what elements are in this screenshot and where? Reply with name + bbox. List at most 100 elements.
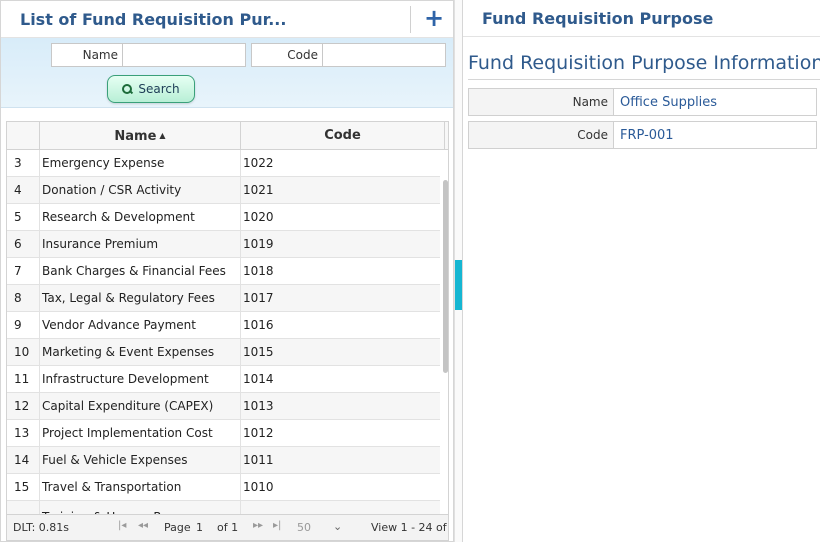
row-code-cell: 1013 [241,393,440,419]
page-of-label: of 1 [217,521,238,534]
table-row[interactable]: 10 Marketing & Event Expenses 1015 [7,339,440,366]
row-name-cell: Vendor Advance Payment [40,312,241,338]
row-number: 8 [7,285,40,311]
name-search-input[interactable] [122,43,246,67]
grid-pager: DLT: 0.81s |◂ ◂◂ Page of 1 ▸▸ ▸| 50 ⌄ Vi… [6,515,449,541]
table-row[interactable]: 8 Tax, Legal & Regulatory Fees 1017 [7,285,440,312]
row-code-cell: 1019 [241,231,440,257]
row-name-cell: Marketing & Event Expenses [40,339,241,365]
row-name-cell: Travel & Transportation [40,474,241,500]
grid-header: Name ▲ Code [7,122,448,150]
row-number [7,501,40,515]
detail-header: Fund Requisition Purpose [463,0,820,37]
row-number: 7 [7,258,40,284]
search-icon [122,84,133,95]
row-name-cell: Project Implementation Cost [40,420,241,446]
row-code-cell: 1016 [241,312,440,338]
next-page-icon[interactable]: ▸▸ [253,520,263,531]
detail-name-label: Name [469,89,614,115]
prev-page-icon[interactable]: ◂◂ [138,520,148,531]
table-row[interactable]: Training & Human Resource [7,501,440,515]
row-number: 14 [7,447,40,473]
row-code-cell: 1010 [241,474,440,500]
page-size-select[interactable]: 50 ⌄ [297,519,347,536]
chevron-down-icon: ⌄ [333,518,342,535]
search-button[interactable]: Search [107,75,195,103]
detail-title: Fund Requisition Purpose [482,9,713,28]
row-name-cell: Emergency Expense [40,150,241,176]
detail-name-row: Name Office Supplies [468,88,817,116]
search-area: Name Code Search [1,38,453,108]
row-code-cell: 1020 [241,204,440,230]
table-row[interactable]: 11 Infrastructure Development 1014 [7,366,440,393]
list-header: List of Fund Requisition Pur... + [1,1,453,38]
code-column-header[interactable]: Code [241,122,445,150]
table-row[interactable]: 12 Capital Expenditure (CAPEX) 1013 [7,393,440,420]
row-number: 12 [7,393,40,419]
add-button[interactable]: + [421,6,447,32]
row-name-cell: Donation / CSR Activity [40,177,241,203]
row-name-cell: Fuel & Vehicle Expenses [40,447,241,473]
row-number: 13 [7,420,40,446]
code-search-input[interactable] [322,43,446,67]
page-size-value: 50 [297,521,311,534]
row-number: 4 [7,177,40,203]
table-row[interactable]: 5 Research & Development 1020 [7,204,440,231]
grid-body: 3 Emergency Expense 1022 4 Donation / CSR Ac… [7,150,440,515]
dlt-timing: DLT: 0.81s [13,521,69,534]
row-code-cell: 1015 [241,339,440,365]
row-code-cell: 1022 [241,150,440,176]
row-name-cell: Training & Human Resource [40,501,241,515]
row-name-cell: Capital Expenditure (CAPEX) [40,393,241,419]
detail-name-value: Office Supplies [620,89,717,115]
row-number: 9 [7,312,40,338]
sort-ascending-icon: ▲ [159,122,165,150]
row-code-cell: 1014 [241,366,440,392]
row-number: 3 [7,150,40,176]
page-label: Page [164,521,191,534]
row-number: 10 [7,339,40,365]
info-section-title: Fund Requisition Purpose Information [468,52,820,74]
header-divider [410,6,411,33]
row-name-cell: Insurance Premium [40,231,241,257]
info-divider [468,79,820,80]
row-name-cell: Research & Development [40,204,241,230]
detail-code-value: FRP-001 [620,122,674,148]
list-panel: List of Fund Requisition Pur... + Name C… [0,0,454,542]
detail-code-row: Code FRP-001 [468,121,817,149]
row-number: 11 [7,366,40,392]
row-code-cell: 1011 [241,447,440,473]
splitter-handle[interactable] [455,260,462,310]
table-row[interactable]: 9 Vendor Advance Payment 1016 [7,312,440,339]
table-row[interactable]: 7 Bank Charges & Financial Fees 1018 [7,258,440,285]
row-number-header [7,122,40,150]
row-number: 15 [7,474,40,500]
purpose-grid: Name ▲ Code 3 Emergency Expense 1022 4 Donati… [6,121,449,515]
page-number-input[interactable] [196,519,214,536]
table-row[interactable]: 6 Insurance Premium 1019 [7,231,440,258]
grid-scrollbar[interactable] [443,180,448,373]
table-row[interactable]: 14 Fuel & Vehicle Expenses 1011 [7,447,440,474]
code-column-label: Code [324,128,361,143]
table-row[interactable]: 15 Travel & Transportation 1010 [7,474,440,501]
row-code-cell: 1017 [241,285,440,311]
row-code-cell: 1012 [241,420,440,446]
last-page-icon[interactable]: ▸| [273,520,281,531]
row-code-cell: 1021 [241,177,440,203]
table-row[interactable]: 13 Project Implementation Cost 1012 [7,420,440,447]
view-records-info: View 1 - 24 of [371,521,447,534]
detail-code-label: Code [469,122,614,148]
search-button-label: Search [138,82,179,96]
name-column-header[interactable]: Name ▲ [40,122,241,150]
table-row[interactable]: 3 Emergency Expense 1022 [7,150,440,177]
row-number: 6 [7,231,40,257]
first-page-icon[interactable]: |◂ [118,520,126,531]
table-row[interactable]: 4 Donation / CSR Activity 1021 [7,177,440,204]
row-name-cell: Tax, Legal & Regulatory Fees [40,285,241,311]
list-title: List of Fund Requisition Pur... [20,10,400,29]
detail-panel: Fund Requisition Purpose Fund Requisitio… [462,0,820,542]
panel-splitter[interactable] [454,0,462,542]
row-number: 5 [7,204,40,230]
plus-icon: + [424,4,444,32]
name-field-label: Name [51,43,122,67]
